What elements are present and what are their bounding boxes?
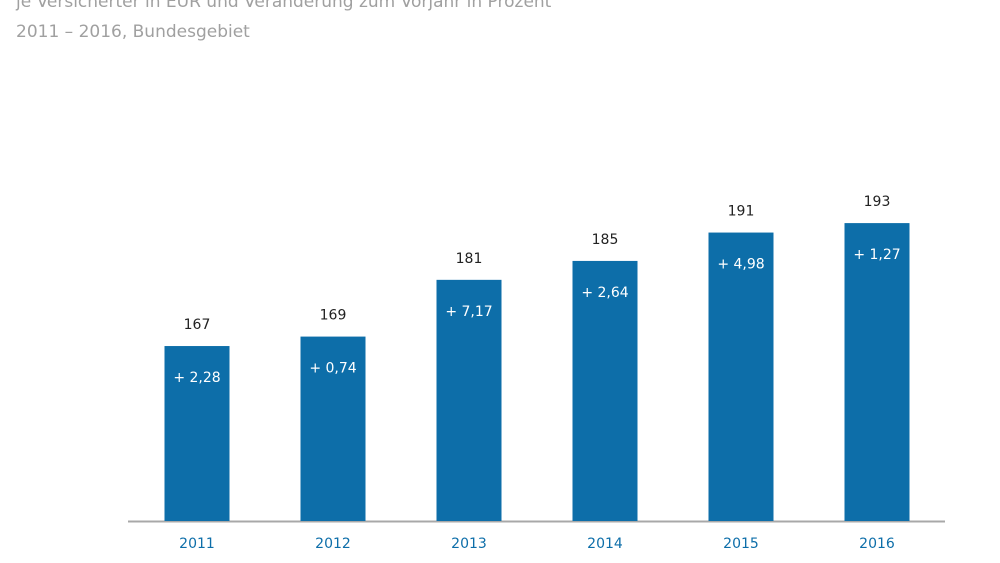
x-tick-label: 2016 <box>859 536 895 552</box>
value-label: 169 <box>320 308 347 324</box>
value-label: 191 <box>728 204 755 220</box>
change-label: + 1,27 <box>853 247 900 263</box>
x-tick-label: 2012 <box>315 536 351 552</box>
change-label: + 4,98 <box>717 257 764 273</box>
bar <box>436 279 502 521</box>
bar <box>572 260 638 521</box>
bar <box>164 346 230 521</box>
x-tick-label: 2015 <box>723 536 759 552</box>
x-tick-label: 2011 <box>179 536 215 552</box>
change-label: + 7,17 <box>445 304 492 320</box>
x-tick-label: 2013 <box>451 536 487 552</box>
change-label: + 2,64 <box>581 285 628 301</box>
bar <box>844 223 910 521</box>
change-label: + 2,28 <box>173 370 220 386</box>
chart-subtitle: je Versicherter in EUR und Veränderung z… <box>15 0 552 12</box>
value-label: 193 <box>864 194 891 210</box>
x-tick-label: 2014 <box>587 536 623 552</box>
bar <box>300 336 366 521</box>
bar <box>708 232 774 522</box>
change-label: + 0,74 <box>309 361 356 377</box>
value-label: 167 <box>184 317 211 333</box>
value-label: 181 <box>456 251 483 267</box>
value-label: 185 <box>592 232 619 248</box>
chart-subtitle-2: 2011 – 2016, Bundesgebiet <box>16 22 250 42</box>
